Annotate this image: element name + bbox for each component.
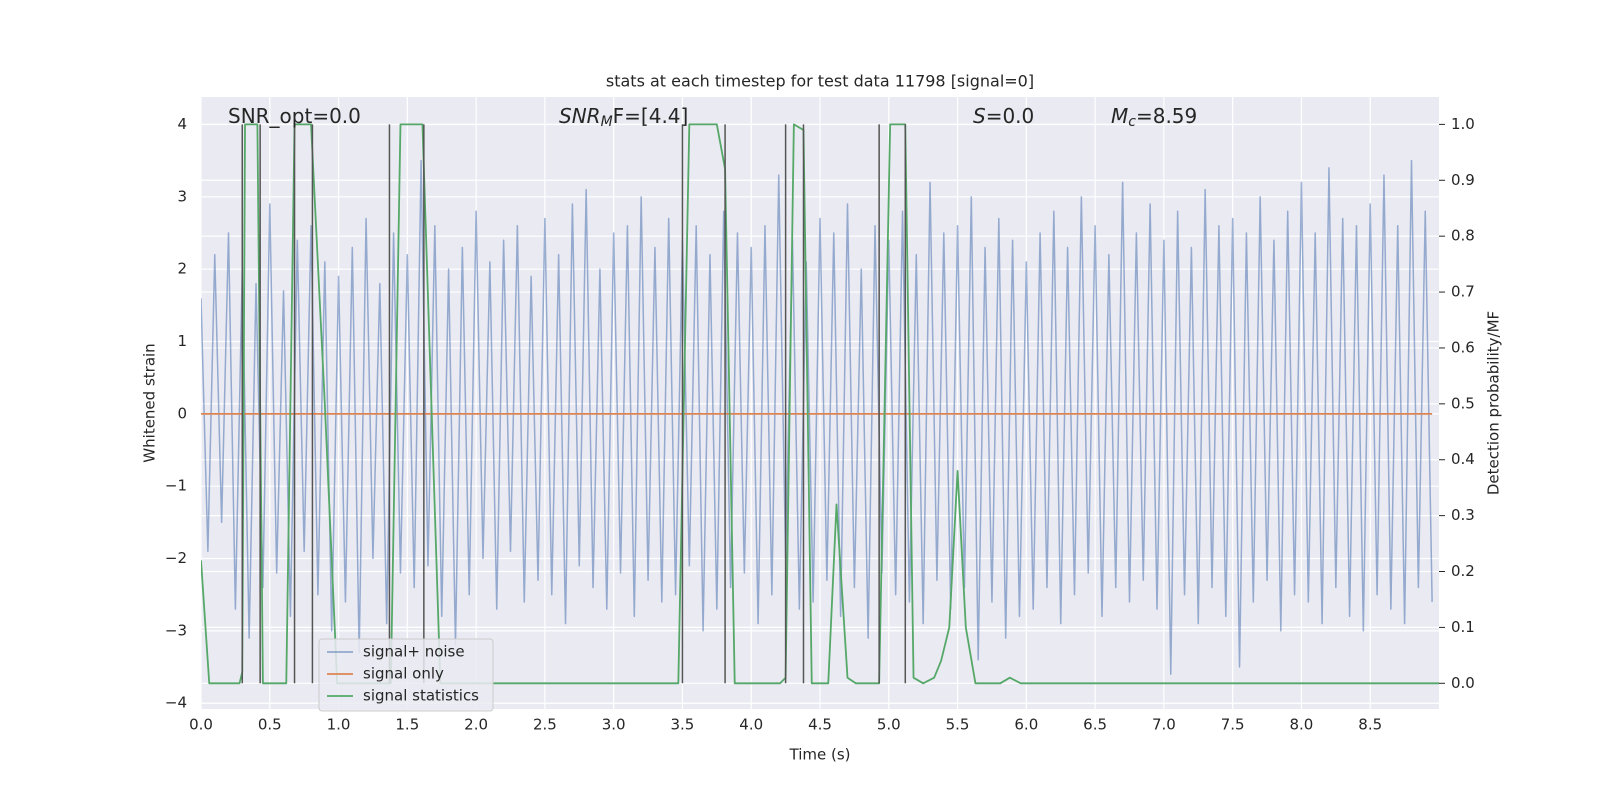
annotation-subscript: M (601, 114, 613, 130)
x-tick-label: 7.5 (1221, 716, 1245, 734)
series-line (201, 159, 1433, 676)
y2-tick-label: 0.5 (1451, 394, 1475, 412)
x-tick-label: 1.0 (327, 716, 351, 734)
x-tick-label: 6.0 (1014, 716, 1038, 734)
x-tick-label: 4.0 (739, 716, 763, 734)
annotation-value: =0.0 (986, 104, 1035, 128)
x-tick-label: 2.0 (464, 716, 488, 734)
annotation-value: =8.59 (1136, 104, 1197, 128)
y2-tick-label: 0.4 (1451, 450, 1475, 468)
y2-axis-label: Detection probability/MF (1485, 311, 1503, 495)
y-tick-label: −1 (165, 477, 187, 495)
y-tick-label: −3 (165, 621, 187, 639)
x-tick-label: 7.0 (1152, 716, 1176, 734)
y-tick-label: 2 (177, 260, 187, 278)
legend-label: signal only (363, 665, 444, 683)
x-tick-label: 0.0 (189, 716, 213, 734)
annotation-symbol: SNR (559, 104, 601, 128)
y-tick-label: −4 (165, 694, 187, 712)
y2-tick-label: 0.9 (1451, 171, 1475, 189)
annotation-symbol: S (973, 104, 986, 128)
x-tick-label: 8.5 (1358, 716, 1382, 734)
y-tick-label: −2 (165, 549, 187, 567)
y2-tick-label: 0.8 (1451, 227, 1475, 245)
plot-layer (201, 123, 1439, 685)
y2-tick-label: 0.3 (1451, 506, 1475, 524)
annotation: SNR_opt=0.0 (228, 104, 361, 128)
annotation: SNRMF=[4.4] (559, 104, 688, 131)
x-tick-label: 8.0 (1290, 716, 1314, 734)
y2-tick-label: 0.1 (1451, 618, 1475, 636)
y-axis-label: Whitened strain (141, 343, 159, 462)
annotation-subscript: c (1128, 114, 1136, 130)
x-tick-label: 1.5 (395, 716, 419, 734)
legend-label: signal+ noise (363, 643, 465, 661)
x-axis-label: Time (s) (789, 746, 851, 764)
x-tick-label: 5.5 (946, 716, 970, 734)
x-tick-label: 2.5 (533, 716, 557, 734)
x-tick-label: 6.5 (1083, 716, 1107, 734)
annotation-text: SNR_opt=0.0 (228, 104, 361, 128)
y-tick-label: 4 (177, 115, 187, 133)
y2-tick-label: 0.7 (1451, 283, 1475, 301)
legend-box (318, 638, 494, 712)
y2-tick-label: 0.0 (1451, 674, 1475, 692)
y-tick-label: 1 (177, 332, 187, 350)
annotation-value: F=[4.4] (613, 104, 689, 128)
y-tick-label: 0 (177, 404, 187, 422)
annotation: Mc=8.59 (1111, 104, 1197, 131)
x-tick-label: 0.5 (258, 716, 282, 734)
annotation-symbol: M (1111, 104, 1128, 128)
x-tick-label: 3.0 (602, 716, 626, 734)
x-tick-label: 3.5 (671, 716, 695, 734)
annotation: S=0.0 (973, 104, 1034, 128)
chart-title: stats at each timestep for test data 117… (606, 72, 1034, 91)
y2-tick-label: 1.0 (1451, 115, 1475, 133)
legend-label: signal statistics (363, 687, 479, 705)
y2-tick-label: 0.6 (1451, 338, 1475, 356)
y2-tick-label: 0.2 (1451, 562, 1475, 580)
y-tick-label: 3 (177, 187, 187, 205)
x-tick-label: 5.0 (877, 716, 901, 734)
x-tick-label: 4.5 (808, 716, 832, 734)
